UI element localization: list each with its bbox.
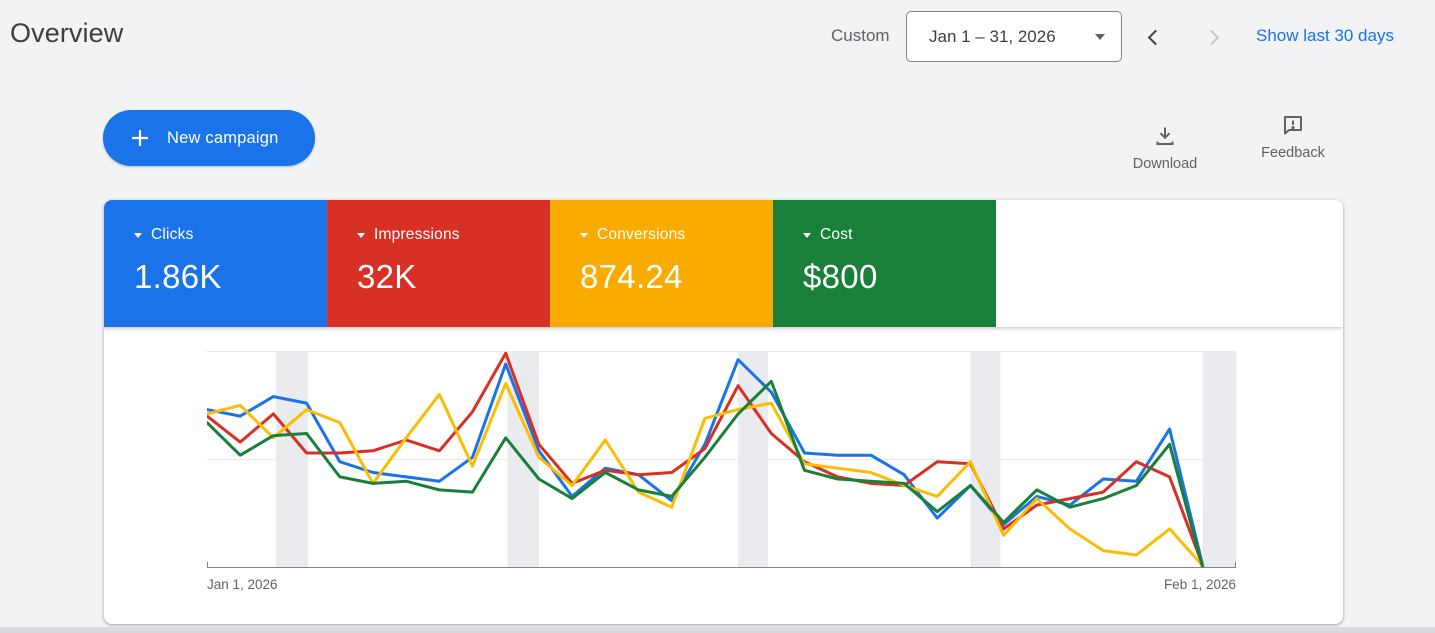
metric-caret-icon bbox=[580, 232, 588, 238]
scorecard-impressions[interactable]: Impressions 32K bbox=[327, 200, 550, 327]
feedback-label: Feedback bbox=[1261, 145, 1325, 161]
scorecard-value: 32K bbox=[357, 258, 417, 295]
scorecard-label: Conversions bbox=[597, 226, 686, 243]
scorecard-label: Cost bbox=[820, 226, 853, 243]
feedback-icon bbox=[1281, 113, 1305, 140]
chart-plot-area[interactable] bbox=[205, 351, 1236, 570]
scorecard-label: Clicks bbox=[151, 226, 194, 243]
chart-x-axis-labels: Jan 1, 2026 Feb 1, 2026 bbox=[207, 577, 1236, 592]
strip-controls: Metrics Adjust bbox=[996, 200, 1343, 327]
timeseries-chart[interactable] bbox=[205, 351, 1236, 570]
download-label: Download bbox=[1132, 156, 1198, 172]
metric-caret-icon bbox=[357, 232, 365, 238]
chevron-left-icon bbox=[1147, 29, 1163, 45]
feedback-button[interactable]: Feedback bbox=[1251, 113, 1335, 161]
page-title: Overview bbox=[10, 18, 124, 48]
download-button[interactable]: Download bbox=[1123, 124, 1207, 172]
scorecard-conversions[interactable]: Conversions 874.24 bbox=[550, 200, 773, 327]
scorecard-label: Impressions bbox=[374, 226, 460, 243]
dropdown-caret-icon bbox=[1095, 33, 1105, 40]
download-icon bbox=[1153, 124, 1177, 151]
scorecard-value: 1.86K bbox=[134, 258, 222, 295]
scorecard-clicks[interactable]: Clicks 1.86K bbox=[104, 200, 327, 327]
x-axis-end-label: Feb 1, 2026 bbox=[1163, 577, 1236, 592]
show-last-30-days-link[interactable]: Show last 30 days bbox=[1256, 26, 1394, 45]
next-period-button[interactable] bbox=[1198, 22, 1228, 52]
date-mode-label: Custom bbox=[831, 26, 890, 45]
chart-line-clicks bbox=[205, 358, 1205, 568]
chart-line-conversions bbox=[205, 382, 1205, 568]
x-axis-start-label: Jan 1, 2026 bbox=[207, 577, 278, 592]
plus-icon bbox=[129, 127, 151, 149]
overview-card: Clicks 1.86K Impressions 32K Conversions… bbox=[104, 200, 1343, 624]
metric-strip: Clicks 1.86K Impressions 32K Conversions… bbox=[104, 200, 1343, 327]
new-campaign-button[interactable]: New campaign bbox=[103, 110, 315, 166]
chart-line-impressions bbox=[205, 351, 1205, 568]
date-range-selector[interactable]: Jan 1 – 31, 2026 bbox=[906, 11, 1122, 62]
metric-caret-icon bbox=[803, 232, 811, 238]
metric-caret-icon bbox=[134, 232, 142, 238]
chart-line-cost bbox=[205, 379, 1205, 570]
new-campaign-label: New campaign bbox=[167, 128, 279, 147]
scorecard-value: 874.24 bbox=[580, 258, 683, 295]
page-bottom-divider bbox=[0, 627, 1435, 633]
scorecard-value: $800 bbox=[803, 258, 878, 295]
scorecard-cost[interactable]: Cost $800 bbox=[773, 200, 996, 327]
previous-period-button[interactable] bbox=[1138, 22, 1168, 52]
chevron-right-icon bbox=[1203, 29, 1219, 45]
date-range-value: Jan 1 – 31, 2026 bbox=[929, 26, 1056, 46]
